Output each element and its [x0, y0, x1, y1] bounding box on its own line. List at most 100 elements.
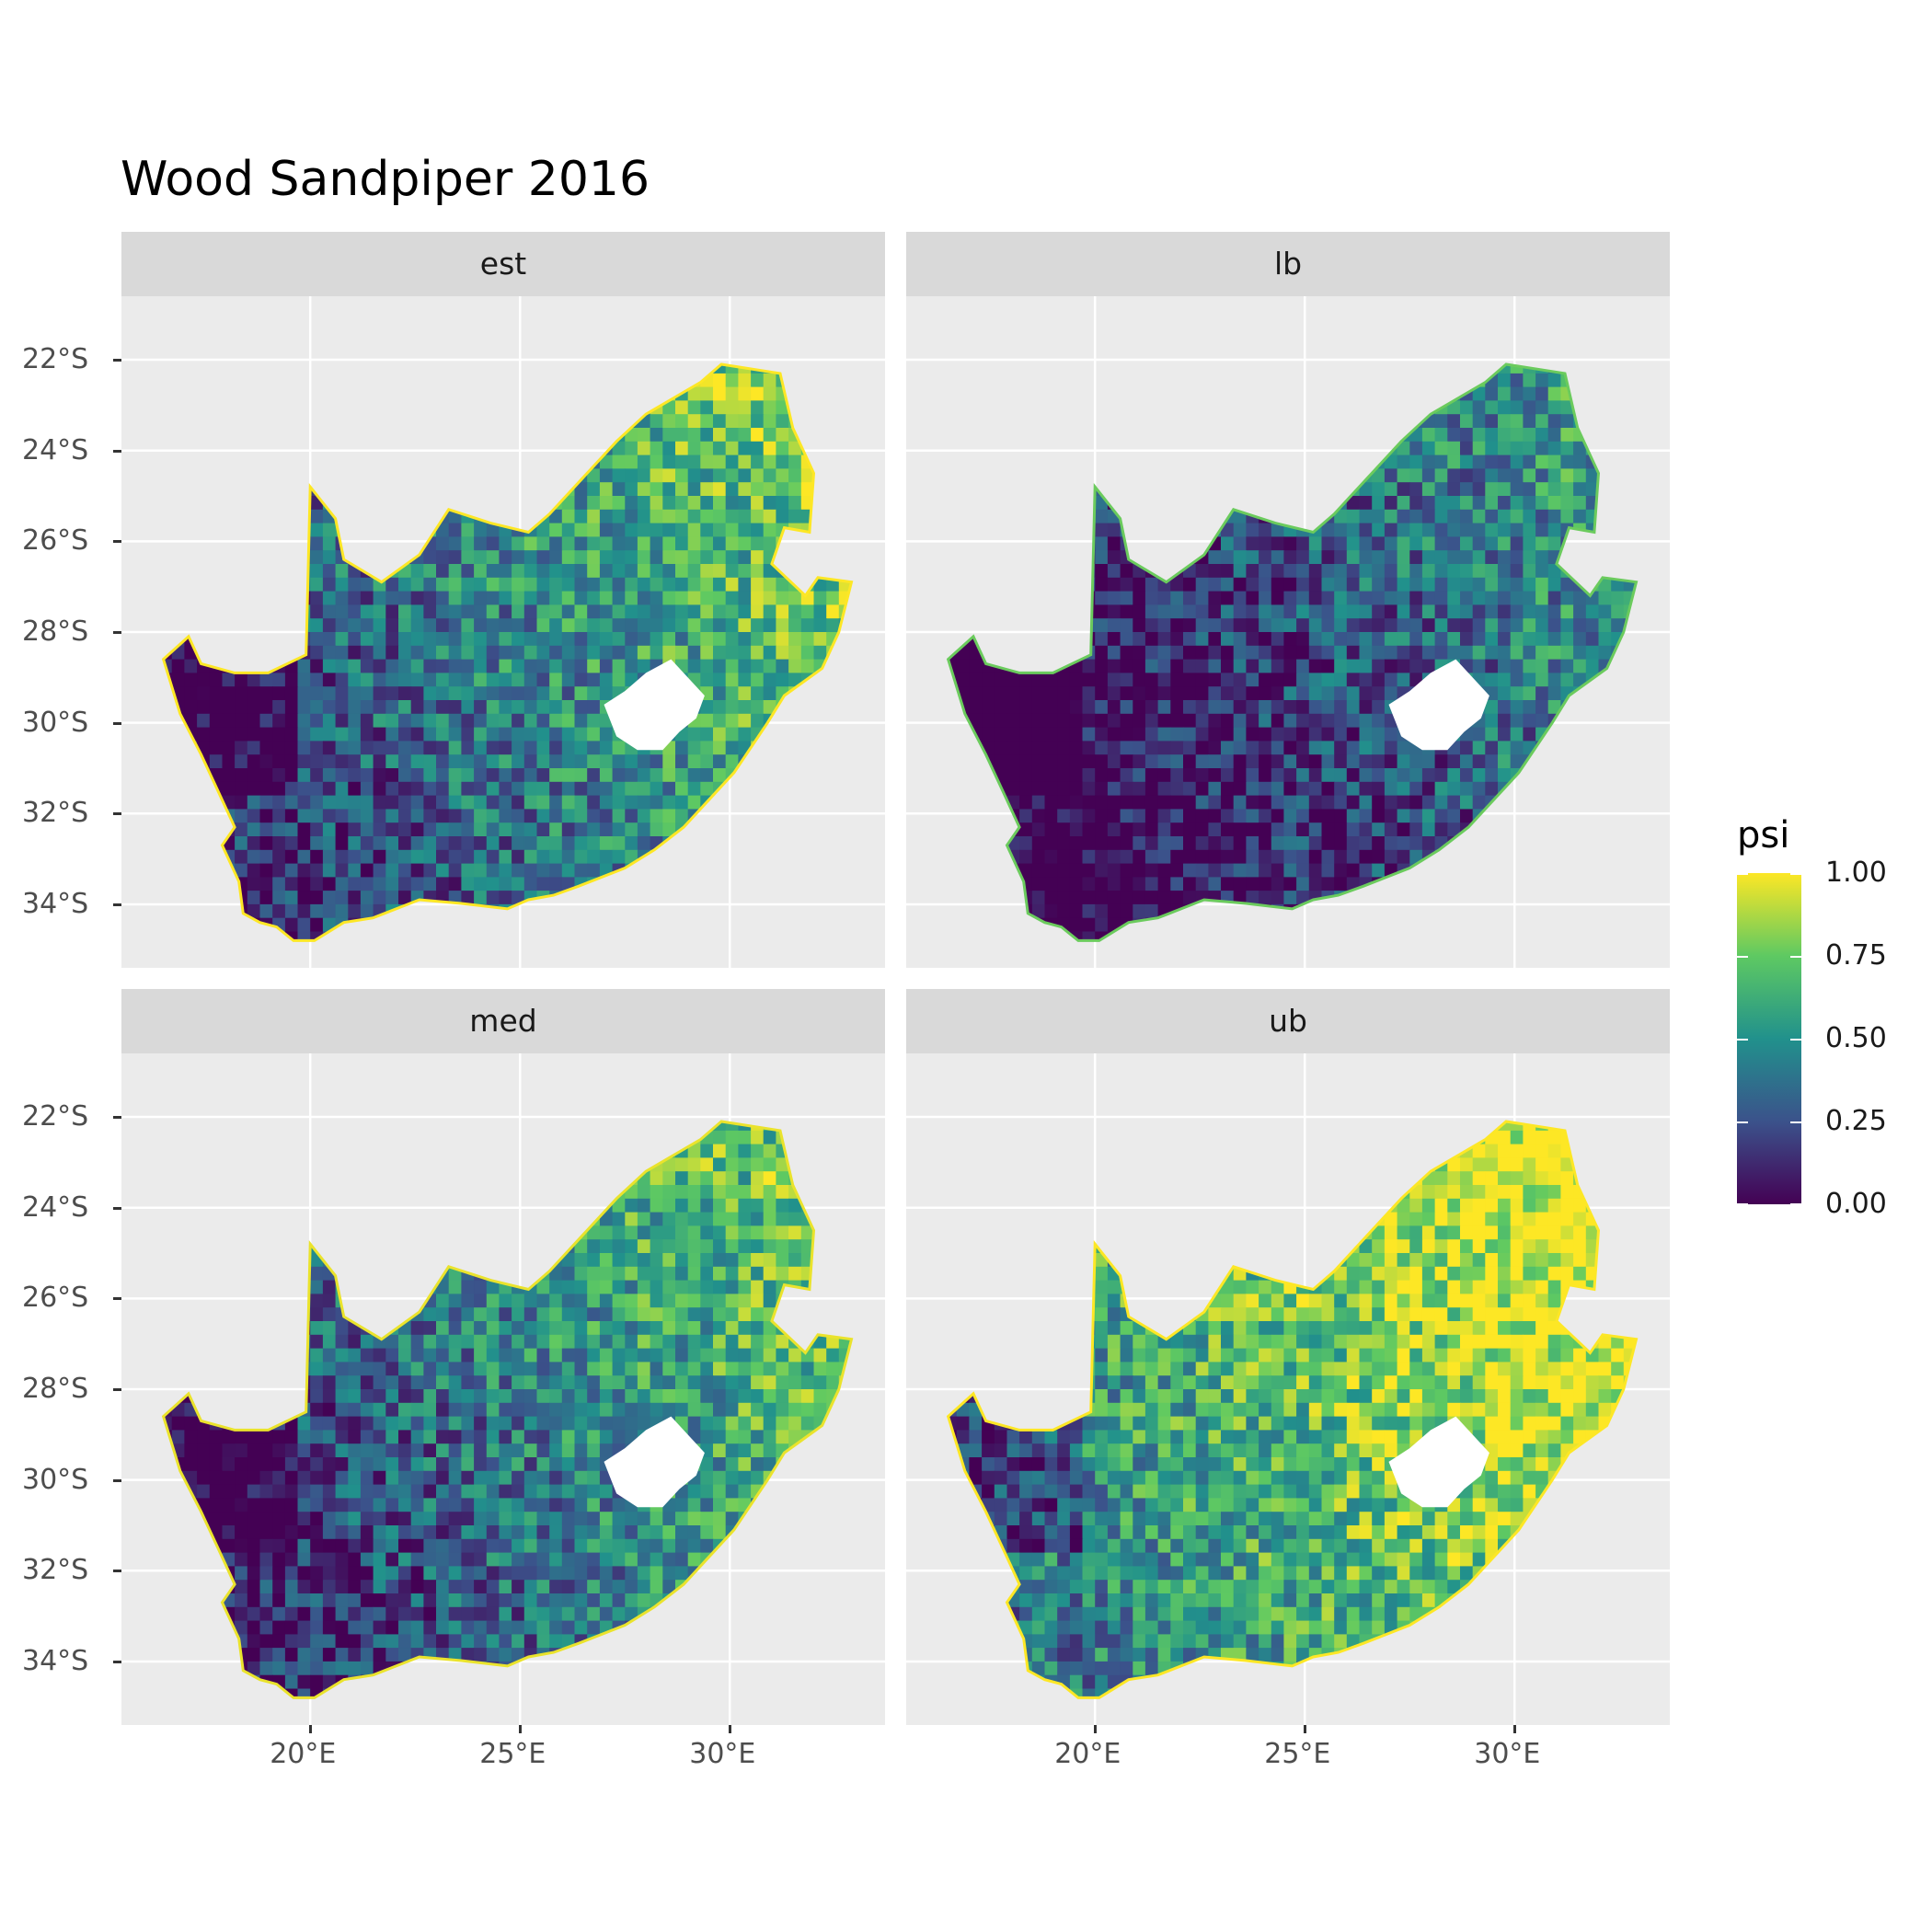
raster-cell — [272, 849, 286, 865]
raster-cell — [512, 686, 525, 701]
raster-cell — [574, 550, 588, 565]
raster-cell — [448, 645, 462, 661]
raster-cell — [1636, 482, 1637, 497]
raster-cell — [1006, 604, 1020, 619]
raster-cell — [310, 809, 324, 823]
raster-cell — [247, 645, 261, 661]
raster-cell — [1359, 591, 1373, 605]
raster-cell — [284, 618, 299, 633]
raster-cell — [1296, 781, 1310, 797]
raster-cell — [1359, 700, 1373, 715]
raster-cell — [373, 373, 386, 388]
raster-cell — [373, 891, 386, 905]
raster-cell — [612, 891, 626, 905]
raster-cell — [523, 364, 538, 374]
raster-cell — [1006, 386, 1020, 401]
raster-cell — [763, 564, 776, 579]
raster-cell — [360, 659, 374, 673]
raster-cell — [1523, 550, 1536, 565]
raster-cell — [1510, 836, 1524, 851]
raster-cell — [982, 809, 995, 823]
raster-cell — [1044, 931, 1058, 941]
raster-cell — [788, 659, 802, 673]
raster-cell — [713, 414, 727, 429]
raster-cell — [1397, 523, 1410, 537]
raster-cell — [1031, 604, 1046, 619]
raster-cell — [776, 618, 789, 633]
raster-cell — [1246, 917, 1259, 933]
raster-cell — [486, 877, 500, 891]
raster-cell — [1246, 536, 1259, 551]
raster-cell — [826, 386, 840, 401]
raster-cell — [1044, 768, 1058, 783]
raster-cell — [587, 931, 601, 941]
raster-cell — [1636, 727, 1637, 742]
raster-cell — [448, 713, 462, 729]
raster-cell — [1585, 400, 1600, 415]
raster-cell — [725, 700, 739, 715]
raster-cell — [650, 496, 663, 511]
raster-cell — [1082, 754, 1096, 769]
raster-cell — [360, 509, 374, 524]
raster-cell — [259, 849, 273, 865]
raster-cell — [1397, 768, 1410, 783]
raster-cell — [1485, 700, 1499, 715]
raster-cell — [1044, 877, 1058, 891]
raster-cell — [1535, 632, 1549, 647]
raster-cell — [1208, 577, 1222, 592]
raster-cell — [1434, 877, 1448, 891]
raster-cell — [637, 632, 651, 647]
raster-cell — [322, 536, 337, 551]
raster-cell — [948, 863, 958, 878]
raster-cell — [1510, 931, 1524, 941]
raster-cell — [259, 700, 273, 715]
raster-cell — [1157, 809, 1171, 823]
raster-cell — [800, 931, 815, 941]
raster-cell — [725, 822, 739, 837]
raster-cell — [1019, 523, 1033, 537]
raster-cell — [235, 727, 248, 742]
raster-cell — [235, 564, 248, 579]
raster-cell — [360, 550, 374, 565]
raster-cell — [410, 509, 424, 524]
raster-cell — [272, 781, 286, 797]
raster-cell — [788, 454, 802, 469]
raster-cell — [725, 673, 739, 687]
raster-cell — [1233, 686, 1247, 701]
raster-cell — [1144, 931, 1159, 941]
raster-cell — [297, 400, 311, 415]
raster-cell — [1221, 809, 1235, 823]
raster-cell — [1434, 509, 1448, 524]
raster-cell — [1510, 727, 1524, 742]
raster-cell — [1283, 741, 1297, 755]
raster-cell — [1120, 428, 1133, 443]
raster-cell — [1434, 931, 1448, 941]
raster-cell — [1144, 536, 1159, 551]
raster-cell — [184, 496, 198, 511]
raster-cell — [725, 550, 739, 565]
raster-cell — [1120, 591, 1133, 605]
raster-cell — [1434, 428, 1448, 443]
y-tick-mark — [113, 903, 121, 906]
raster-cell — [322, 577, 337, 592]
raster-cell — [1535, 645, 1549, 661]
raster-cell — [398, 931, 412, 941]
raster-cell — [171, 754, 185, 769]
raster-cell — [1346, 700, 1361, 715]
raster-cell — [549, 364, 563, 374]
raster-cell — [1547, 441, 1561, 456]
raster-cell — [486, 713, 500, 729]
raster-cell — [1271, 536, 1285, 551]
raster-cell — [1334, 482, 1348, 497]
raster-cell — [297, 727, 311, 742]
raster-cell — [1421, 509, 1436, 524]
raster-cell — [994, 454, 1008, 469]
raster-cell — [536, 741, 550, 755]
raster-cell — [523, 577, 538, 592]
raster-cell — [1221, 400, 1235, 415]
raster-cell — [1082, 454, 1096, 469]
raster-cell — [948, 659, 958, 673]
raster-cell — [461, 618, 475, 633]
raster-cell — [561, 604, 576, 619]
raster-cell — [650, 577, 663, 592]
